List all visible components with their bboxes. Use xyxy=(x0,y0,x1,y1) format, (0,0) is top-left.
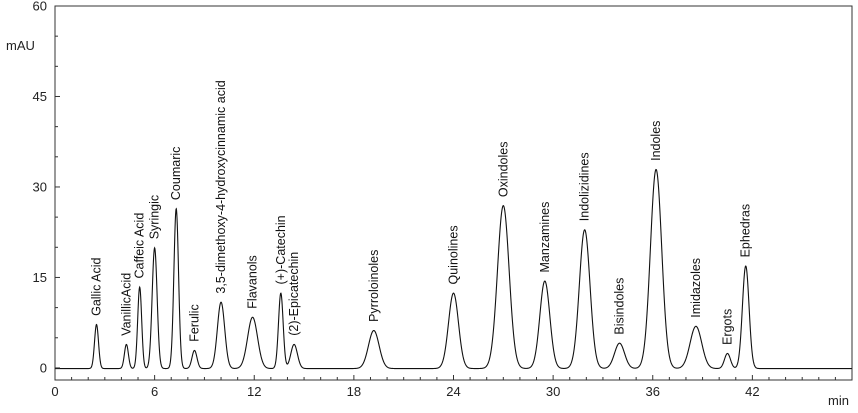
x-tick-label: 0 xyxy=(51,384,58,399)
peak-label: Ergots xyxy=(721,309,735,345)
peak-label: Caffeic Acid xyxy=(133,213,147,279)
peak-label: Manzamines xyxy=(538,202,552,273)
peak-label: Oxindoles xyxy=(496,142,510,198)
y-tick-label: 60 xyxy=(33,0,47,14)
peak-label: Imidazoles xyxy=(689,258,703,318)
peak-label: Quinolines xyxy=(447,225,461,284)
peak-label: Pyrroloinoles xyxy=(367,250,381,322)
peak-label: (+)-Catechin xyxy=(274,215,288,284)
y-tick-label: 0 xyxy=(40,360,47,375)
peak-label: Ferulic xyxy=(188,304,202,342)
peak-label: 3,5-dimethoxy-4-hydroxycinnamic acid xyxy=(214,80,228,293)
x-tick-label: 42 xyxy=(745,384,759,399)
y-tick-label: 45 xyxy=(33,89,47,104)
ticks-layer: 0 15 30 45 60 0 6 12 18 24 30 36 42 xyxy=(33,0,836,399)
chromatogram-trace xyxy=(55,168,852,370)
x-tick-label: 30 xyxy=(546,384,560,399)
peak-label: Syringic xyxy=(148,195,162,239)
x-axis-title: min xyxy=(828,393,849,408)
y-axis-title: mAU xyxy=(6,38,35,53)
x-tick-label: 24 xyxy=(446,384,460,399)
y-tick-label: 30 xyxy=(33,179,47,194)
peak-label: (2)-Epicatechin xyxy=(287,252,301,336)
peak-label: VanillicAcid xyxy=(119,273,133,336)
peak-label: Ephedras xyxy=(739,204,753,258)
peak-label: Flavanols xyxy=(246,255,260,309)
peak-label: Indolizidines xyxy=(578,152,592,221)
x-tick-label: 6 xyxy=(151,384,158,399)
x-tick-label: 36 xyxy=(646,384,660,399)
x-tick-label: 18 xyxy=(347,384,361,399)
peak-label: Indoles xyxy=(649,121,663,161)
peak-label: Bisindoles xyxy=(613,278,627,335)
y-tick-label: 15 xyxy=(33,270,47,285)
peak-label: Gallic Acid xyxy=(90,257,104,315)
peak-label: Coumaric xyxy=(169,147,183,201)
x-tick-label: 12 xyxy=(247,384,261,399)
